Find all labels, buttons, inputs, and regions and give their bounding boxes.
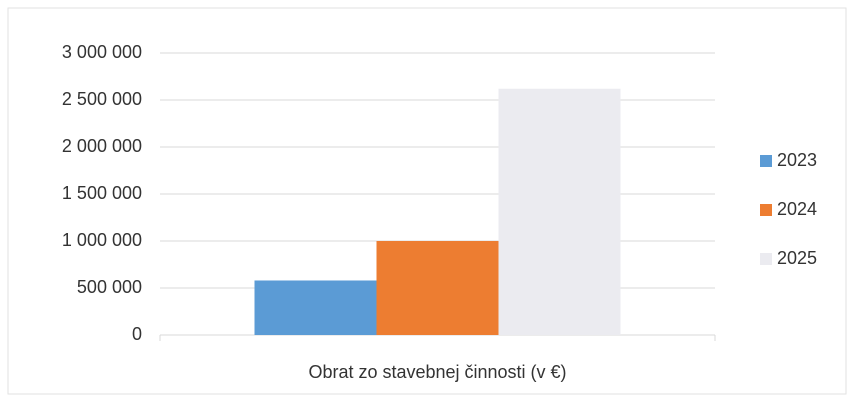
bar [376,241,499,335]
legend-swatch [760,204,772,216]
y-tick-label: 2 000 000 [62,136,142,156]
bar [498,88,621,335]
x-tick-label: Obrat zo stavebnej činnosti (v €) [308,362,566,382]
y-tick-label: 1 500 000 [62,183,142,203]
y-tick-label: 1 000 000 [62,230,142,250]
legend-swatch [760,253,772,265]
y-tick-label: 2 500 000 [62,89,142,109]
legend-label: 2024 [777,199,817,219]
y-tick-label: 500 000 [77,277,142,297]
legend-label: 2025 [777,248,817,268]
legend-swatch [760,155,772,167]
y-tick-label: 0 [132,324,142,344]
y-tick-label: 3 000 000 [62,42,142,62]
bar [254,280,377,335]
legend-label: 2023 [777,150,817,170]
